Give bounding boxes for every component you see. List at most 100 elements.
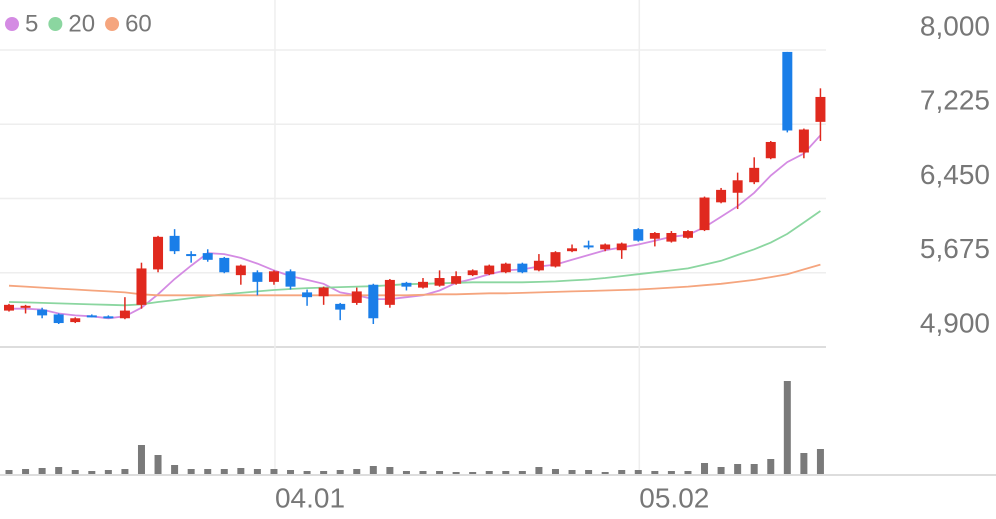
- candle-body: [484, 265, 495, 275]
- legend-label: 60: [125, 10, 152, 37]
- moving-average-line: [8, 263, 821, 297]
- candle-body: [467, 270, 478, 276]
- candle-body: [318, 287, 329, 297]
- volume-bar: [767, 459, 775, 474]
- volume-bar: [684, 471, 692, 474]
- candle-body: [20, 305, 31, 308]
- candle-body: [649, 232, 660, 239]
- candle-body: [732, 180, 743, 193]
- candle-body: [202, 253, 213, 260]
- candle-body: [169, 235, 180, 252]
- candle-body: [153, 236, 164, 270]
- candle-body: [550, 252, 561, 267]
- volume-bar: [618, 470, 626, 474]
- candle-body: [682, 231, 693, 238]
- y-tick-label: 4,900: [920, 307, 990, 338]
- volume-bar: [204, 469, 212, 474]
- y-tick-label: 6,450: [920, 159, 990, 190]
- volume-bar: [369, 466, 377, 474]
- candle-body: [699, 197, 710, 231]
- x-tick-label: 04.01: [275, 482, 345, 513]
- volume-bar: [601, 472, 609, 474]
- candle-body: [716, 189, 727, 203]
- candle-body: [252, 272, 263, 282]
- volume-bar: [88, 471, 96, 474]
- candle-body: [302, 292, 313, 298]
- volume-bar: [336, 470, 344, 474]
- volume-bar: [353, 469, 361, 474]
- volume-bar: [104, 470, 112, 474]
- moving-average-line: [8, 210, 821, 307]
- volume-bar: [551, 469, 559, 474]
- candle-body: [583, 245, 594, 248]
- volume-bar: [750, 464, 758, 474]
- y-tick-label: 8,000: [920, 10, 990, 41]
- candle-body: [633, 229, 644, 241]
- volume-bar: [270, 469, 278, 474]
- candle-body: [235, 265, 246, 276]
- volume-bar: [667, 471, 675, 474]
- candle-body: [451, 276, 462, 284]
- x-tick-label: 05.02: [639, 482, 709, 513]
- y-tick-label: 7,225: [920, 85, 990, 116]
- candle-body: [368, 284, 379, 319]
- volume-bar: [137, 445, 145, 474]
- volume-bar: [38, 468, 46, 474]
- volume-bar: [816, 449, 824, 474]
- volume-bar: [237, 468, 245, 474]
- candle-body: [434, 278, 445, 286]
- volume-bar: [253, 469, 261, 474]
- candle-body: [765, 141, 776, 159]
- candle-body: [53, 314, 64, 324]
- volume-bar: [518, 471, 526, 474]
- volume-bar: [121, 469, 129, 474]
- volume-bar: [717, 467, 725, 474]
- candle-body: [666, 232, 677, 242]
- legend-marker: [5, 17, 19, 31]
- volume-bar: [585, 470, 593, 474]
- candle-body: [103, 316, 114, 319]
- volume-bar: [154, 455, 162, 474]
- candle-body: [517, 263, 528, 273]
- volume-bar: [419, 471, 427, 474]
- volume-bar: [436, 471, 444, 474]
- candle-body: [749, 167, 760, 183]
- candle-body: [4, 304, 14, 311]
- volume-bar: [71, 470, 79, 474]
- candle-body: [616, 243, 627, 251]
- candle-body: [384, 279, 395, 305]
- candle-body: [119, 310, 130, 319]
- volume-bar: [171, 465, 179, 474]
- volume-bar: [783, 381, 791, 474]
- candle-body: [600, 244, 611, 250]
- legend-marker: [105, 17, 120, 31]
- volume-bar: [800, 453, 808, 474]
- y-tick-label: 5,675: [920, 233, 990, 264]
- candle-body: [285, 271, 296, 287]
- candle-body: [86, 315, 97, 318]
- candle-body: [418, 281, 428, 288]
- candle-body: [782, 51, 793, 131]
- volume-bar: [535, 467, 543, 474]
- candle-body: [186, 254, 197, 257]
- volume-bar: [5, 470, 13, 474]
- candle-body: [533, 260, 544, 271]
- candle-body: [136, 268, 147, 305]
- candle-body: [219, 257, 230, 273]
- volume-bar: [303, 471, 311, 474]
- candle-body: [351, 291, 362, 303]
- volume-bar: [502, 471, 510, 474]
- candle-body: [815, 96, 826, 122]
- volume-bar: [469, 472, 477, 474]
- candle-body: [798, 129, 809, 153]
- volume-bar: [320, 471, 328, 474]
- volume-bar: [701, 463, 709, 474]
- moving-average-line: [9, 134, 822, 320]
- candle-body: [70, 318, 81, 323]
- volume-bar: [402, 471, 410, 474]
- volume-bar: [386, 467, 394, 474]
- volume-bar: [55, 467, 63, 474]
- candle-body: [268, 271, 279, 282]
- volume-bar: [22, 469, 30, 474]
